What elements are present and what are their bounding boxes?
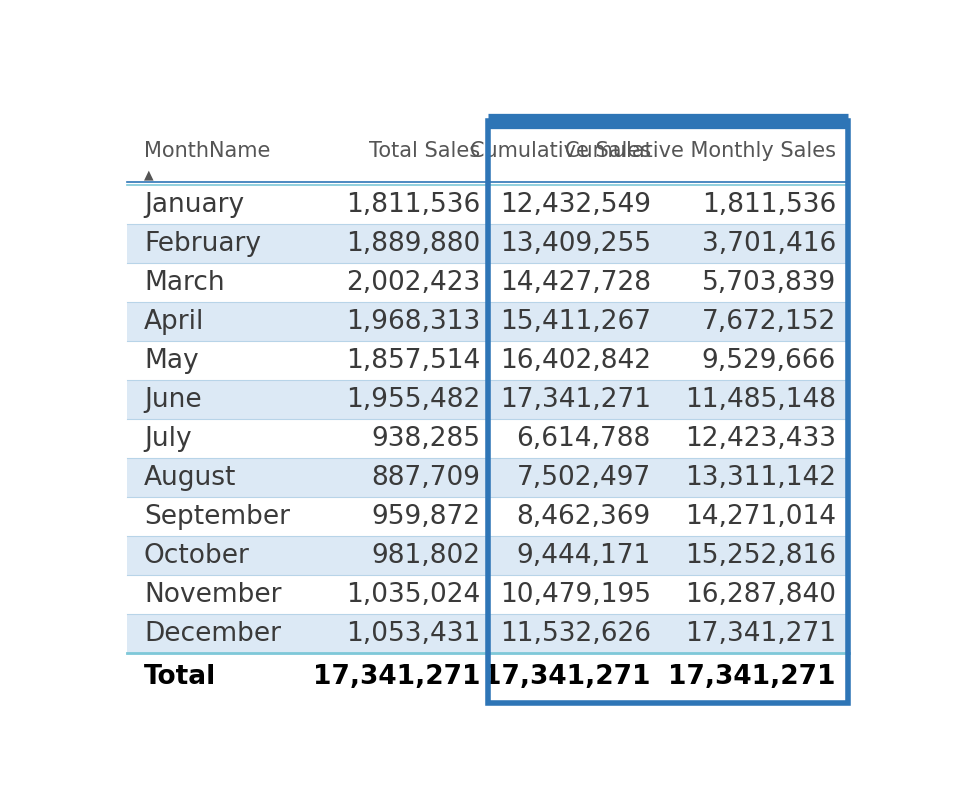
Text: 17,341,271: 17,341,271 — [684, 621, 836, 647]
Text: 10,479,195: 10,479,195 — [500, 582, 651, 608]
Text: 887,709: 887,709 — [371, 465, 480, 491]
Text: 1,955,482: 1,955,482 — [346, 387, 480, 413]
Bar — [127, 380, 849, 419]
Bar — [127, 614, 849, 654]
Text: Total Sales: Total Sales — [369, 142, 480, 162]
Text: 1,811,536: 1,811,536 — [346, 192, 480, 218]
Bar — [127, 186, 849, 224]
Text: June: June — [144, 387, 202, 413]
Text: MonthName: MonthName — [144, 142, 271, 162]
Text: 15,411,267: 15,411,267 — [500, 309, 651, 335]
Bar — [127, 342, 849, 380]
Bar — [127, 575, 849, 614]
Text: May: May — [144, 348, 199, 374]
Text: 9,529,666: 9,529,666 — [702, 348, 836, 374]
Text: 12,432,549: 12,432,549 — [500, 192, 651, 218]
Text: December: December — [144, 621, 281, 647]
Text: ▲: ▲ — [144, 168, 154, 182]
Text: 938,285: 938,285 — [371, 426, 480, 452]
Text: March: March — [144, 270, 225, 296]
Text: 17,341,271: 17,341,271 — [483, 663, 651, 690]
Text: 17,341,271: 17,341,271 — [313, 663, 480, 690]
Text: 17,341,271: 17,341,271 — [500, 387, 651, 413]
Text: January: January — [144, 192, 244, 218]
Text: November: November — [144, 582, 281, 608]
Text: Cumulative Sales: Cumulative Sales — [469, 142, 651, 162]
Text: 13,409,255: 13,409,255 — [500, 231, 651, 257]
Text: 7,672,152: 7,672,152 — [702, 309, 836, 335]
Text: September: September — [144, 504, 290, 530]
Bar — [127, 224, 849, 263]
Text: 3,701,416: 3,701,416 — [702, 231, 836, 257]
Text: 14,271,014: 14,271,014 — [684, 504, 836, 530]
Text: Total: Total — [144, 663, 216, 690]
Text: February: February — [144, 231, 261, 257]
Text: July: July — [144, 426, 191, 452]
Text: 11,532,626: 11,532,626 — [500, 621, 651, 647]
Text: October: October — [144, 543, 250, 569]
Text: 2,002,423: 2,002,423 — [346, 270, 480, 296]
Bar — [127, 263, 849, 302]
Text: 6,614,788: 6,614,788 — [516, 426, 651, 452]
Text: 12,423,433: 12,423,433 — [684, 426, 836, 452]
Text: 9,444,171: 9,444,171 — [516, 543, 651, 569]
Text: 8,462,369: 8,462,369 — [516, 504, 651, 530]
Text: August: August — [144, 465, 236, 491]
Text: 16,402,842: 16,402,842 — [500, 348, 651, 374]
Bar — [127, 458, 849, 498]
Text: 1,811,536: 1,811,536 — [702, 192, 836, 218]
Text: 11,485,148: 11,485,148 — [684, 387, 836, 413]
Bar — [127, 419, 849, 458]
Bar — [127, 537, 849, 575]
Text: 17,341,271: 17,341,271 — [668, 663, 836, 690]
Bar — [127, 498, 849, 537]
Text: 1,053,431: 1,053,431 — [346, 621, 480, 647]
Text: 7,502,497: 7,502,497 — [516, 465, 651, 491]
Text: 15,252,816: 15,252,816 — [684, 543, 836, 569]
Text: 1,889,880: 1,889,880 — [346, 231, 480, 257]
Text: 16,287,840: 16,287,840 — [684, 582, 836, 608]
Text: 1,968,313: 1,968,313 — [346, 309, 480, 335]
Text: 1,857,514: 1,857,514 — [346, 348, 480, 374]
Text: Cumulative Monthly Sales: Cumulative Monthly Sales — [565, 142, 836, 162]
Text: 5,703,839: 5,703,839 — [702, 270, 836, 296]
Text: 981,802: 981,802 — [371, 543, 480, 569]
Text: 959,872: 959,872 — [371, 504, 480, 530]
Bar — [127, 302, 849, 342]
Text: 1,035,024: 1,035,024 — [346, 582, 480, 608]
Text: April: April — [144, 309, 205, 335]
Text: 13,311,142: 13,311,142 — [684, 465, 836, 491]
Text: 14,427,728: 14,427,728 — [500, 270, 651, 296]
